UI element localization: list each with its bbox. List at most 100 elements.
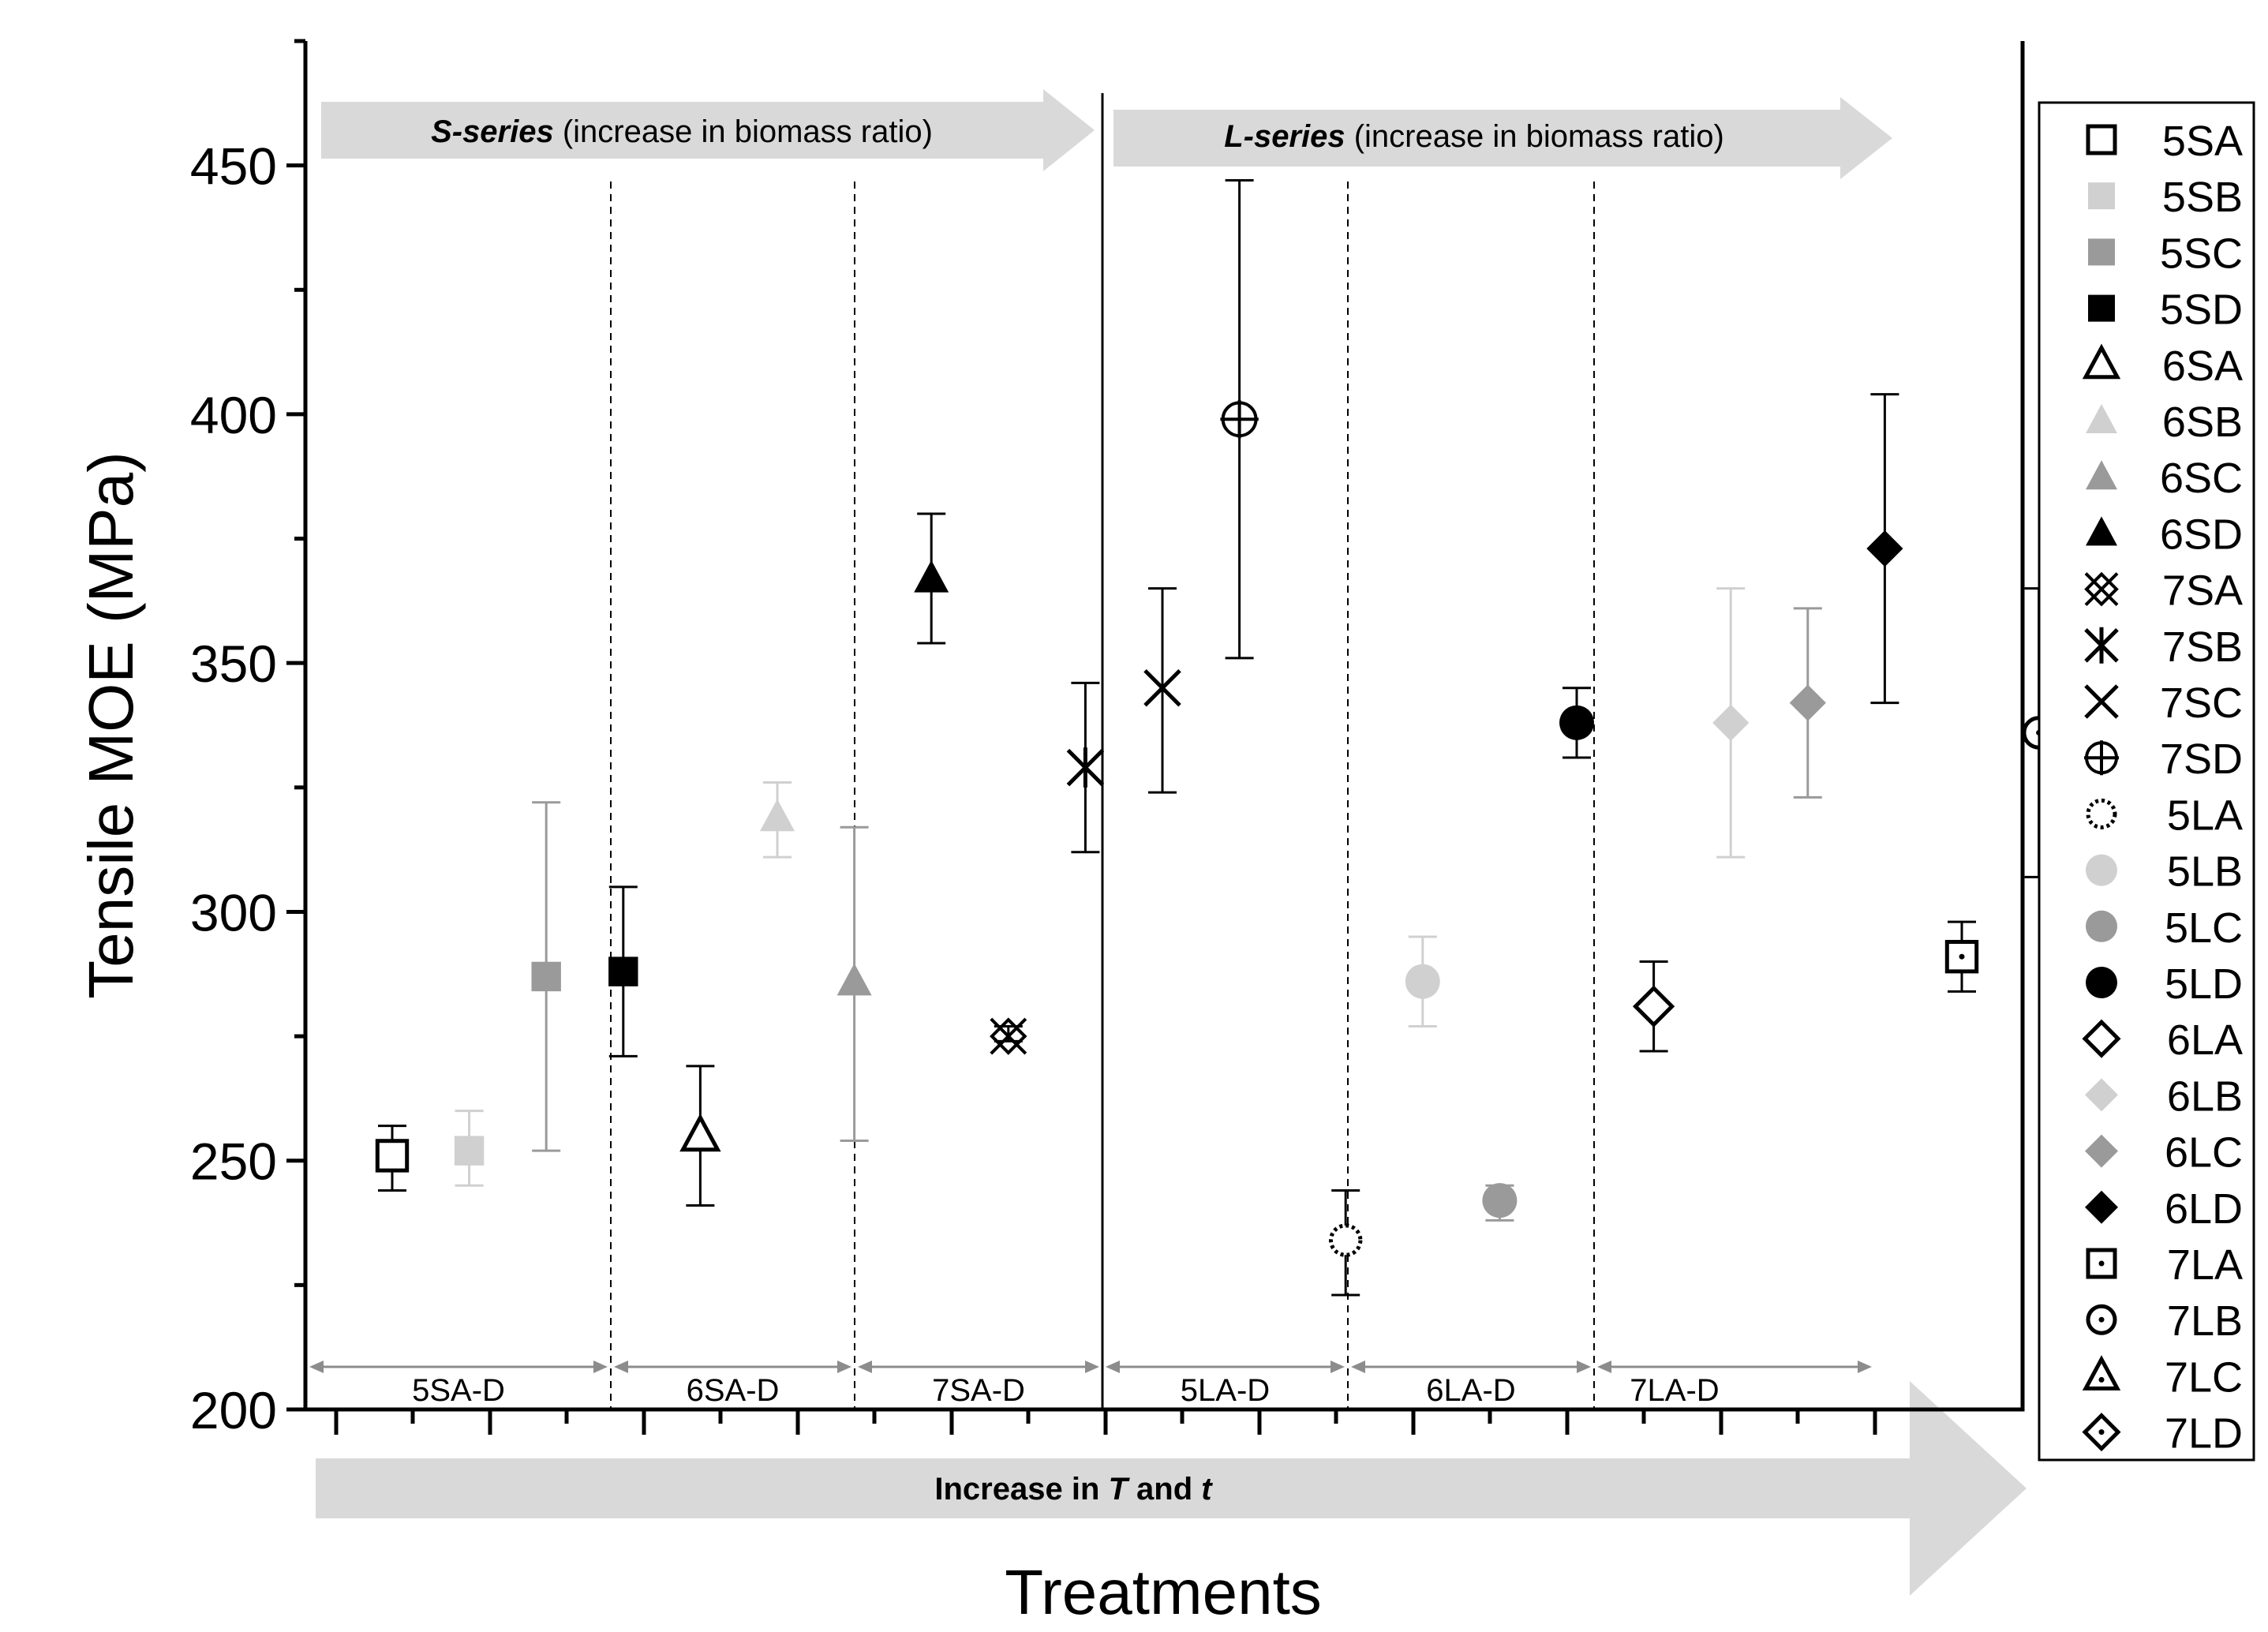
marker-triangle [2086,460,2117,490]
legend-label: 6SA [2162,342,2243,390]
data-point-7sd [1220,179,1259,660]
range-arrowhead-left [1106,1361,1120,1373]
marker-asterisk [2084,627,2119,664]
legend-entry: 5SA [2086,118,2243,165]
data-point-6lc [1789,607,1826,799]
marker-diamond [2082,1019,2121,1058]
legend-marker [2086,854,2117,886]
y-axis-label: Tensile MOE (MPa) [76,451,146,998]
l-series-bold-text: L-series [1224,119,1345,154]
data-marker [679,1113,721,1152]
marker-triangle [914,560,949,593]
legend-label: 5SB [2162,174,2243,221]
data-point-6lb [1712,587,1750,859]
legend-entry: 5LA [2086,792,2243,839]
marker-square [2088,182,2115,210]
l-series-arrow [1113,97,1892,179]
legend-marker [2088,182,2115,210]
legend-marker [2082,343,2121,380]
marker-diamond [2085,1078,2118,1112]
group-range-arrow [614,1361,851,1373]
marker-xdiamond-cross [990,1017,1027,1055]
group-range-arrow [1106,1361,1345,1373]
marker-diamond [1632,985,1675,1027]
increase-arrow [316,1381,2027,1596]
legend-marker [2086,967,2117,998]
data-point-6la [1632,960,1675,1053]
y-tick-label: 250 [190,1132,277,1191]
marker-x [1143,668,1181,707]
legend-entry: 5SD [2088,286,2243,334]
legend-label: 7SD [2160,736,2243,783]
range-arrowhead-left [1597,1361,1611,1373]
legend-entry: 6LD [2085,1185,2243,1233]
data-marker [914,560,949,593]
legend-entry: 6LC [2085,1129,2243,1177]
s-series-arrow [321,89,1095,171]
legend-label: 6SD [2160,511,2243,558]
marker-circle-dotted [1329,1223,1363,1257]
data-marker [1329,1223,1363,1257]
legend-marker [2084,684,2119,719]
legend-marker [2084,627,2119,664]
legend-box [2038,101,2255,1462]
legend-entry: 7LC [2082,1353,2243,1401]
data-marker [608,956,638,986]
s-series-label: S-series (increase in biomass ratio) [431,114,933,149]
legend-marker [2088,238,2115,266]
data-marker [1482,1183,1518,1218]
data-marker [1866,530,1903,567]
data-point-6sc [836,825,872,1143]
y-tick-label: 450 [190,137,277,196]
data-marker [1944,940,1979,974]
legend-entry: 7LD [2082,1410,2243,1458]
range-arrowhead-left [858,1361,872,1373]
legend-marker [2086,404,2117,433]
legend-label: 6LC [2165,1129,2243,1177]
legend-marker [2085,1078,2118,1112]
y-tick-label: 400 [190,386,277,444]
data-marker [836,963,872,996]
legend-label: 5LC [2165,904,2243,952]
marker-diamond [2085,1134,2118,1168]
marker-asterisk [1066,747,1105,788]
marker-square [375,1139,410,1173]
legend-entry: 7SA [2084,567,2243,615]
legend-label: 6SB [2162,399,2243,446]
legend-marker [2082,1413,2121,1452]
legend: 5SA 5SB 5SC 5SD 6SA 6SB 6SC 6SD 7SA 7SB 7SC 7SD 5LA 5… [2038,101,2255,1462]
range-arrowhead-right [1858,1361,1872,1373]
marker-circle [1559,705,1594,740]
legend-label: 6LB [2167,1072,2243,1120]
data-point-5la [1329,1189,1363,1297]
legend-label: 7LD [2165,1410,2243,1458]
legend-marker [2084,571,2119,607]
legend-label: 5LD [2165,960,2243,1008]
axis-frame [303,41,2025,1412]
marker-circleplus-cross [2084,740,2119,776]
x-axis-label: Treatments [1005,1557,1322,1627]
legend-marker [2085,1134,2118,1168]
range-arrowhead-right [1330,1361,1345,1373]
marker-circleplus-cross [1220,400,1259,439]
legend-entry: 7LB [2086,1297,2243,1345]
data-marker [1632,985,1675,1027]
data-point-5sb [454,1110,485,1187]
group-label: 7LA-D [1630,1373,1719,1408]
legend-label: 7SA [2162,567,2243,615]
legend-marker [2086,460,2117,490]
legend-label: 5SC [2160,230,2243,277]
data-marker [990,1017,1027,1055]
axes: Tensile MOE (MPa) Treatments 200 250 300 35… [76,39,2025,1627]
data-marker [1559,705,1594,740]
data-point-7sb [1066,681,1105,854]
legend-label: 6LA [2167,1016,2243,1064]
marker-center-dot [2098,1429,2105,1435]
legend-marker [2082,1019,2121,1058]
l-series-label: L-series (increase in biomass ratio) [1224,119,1724,154]
marker-circle [2086,854,2117,886]
legend-entry: 5SB [2088,174,2243,221]
marker-diamond [1712,704,1750,741]
marker-x [2084,684,2119,719]
